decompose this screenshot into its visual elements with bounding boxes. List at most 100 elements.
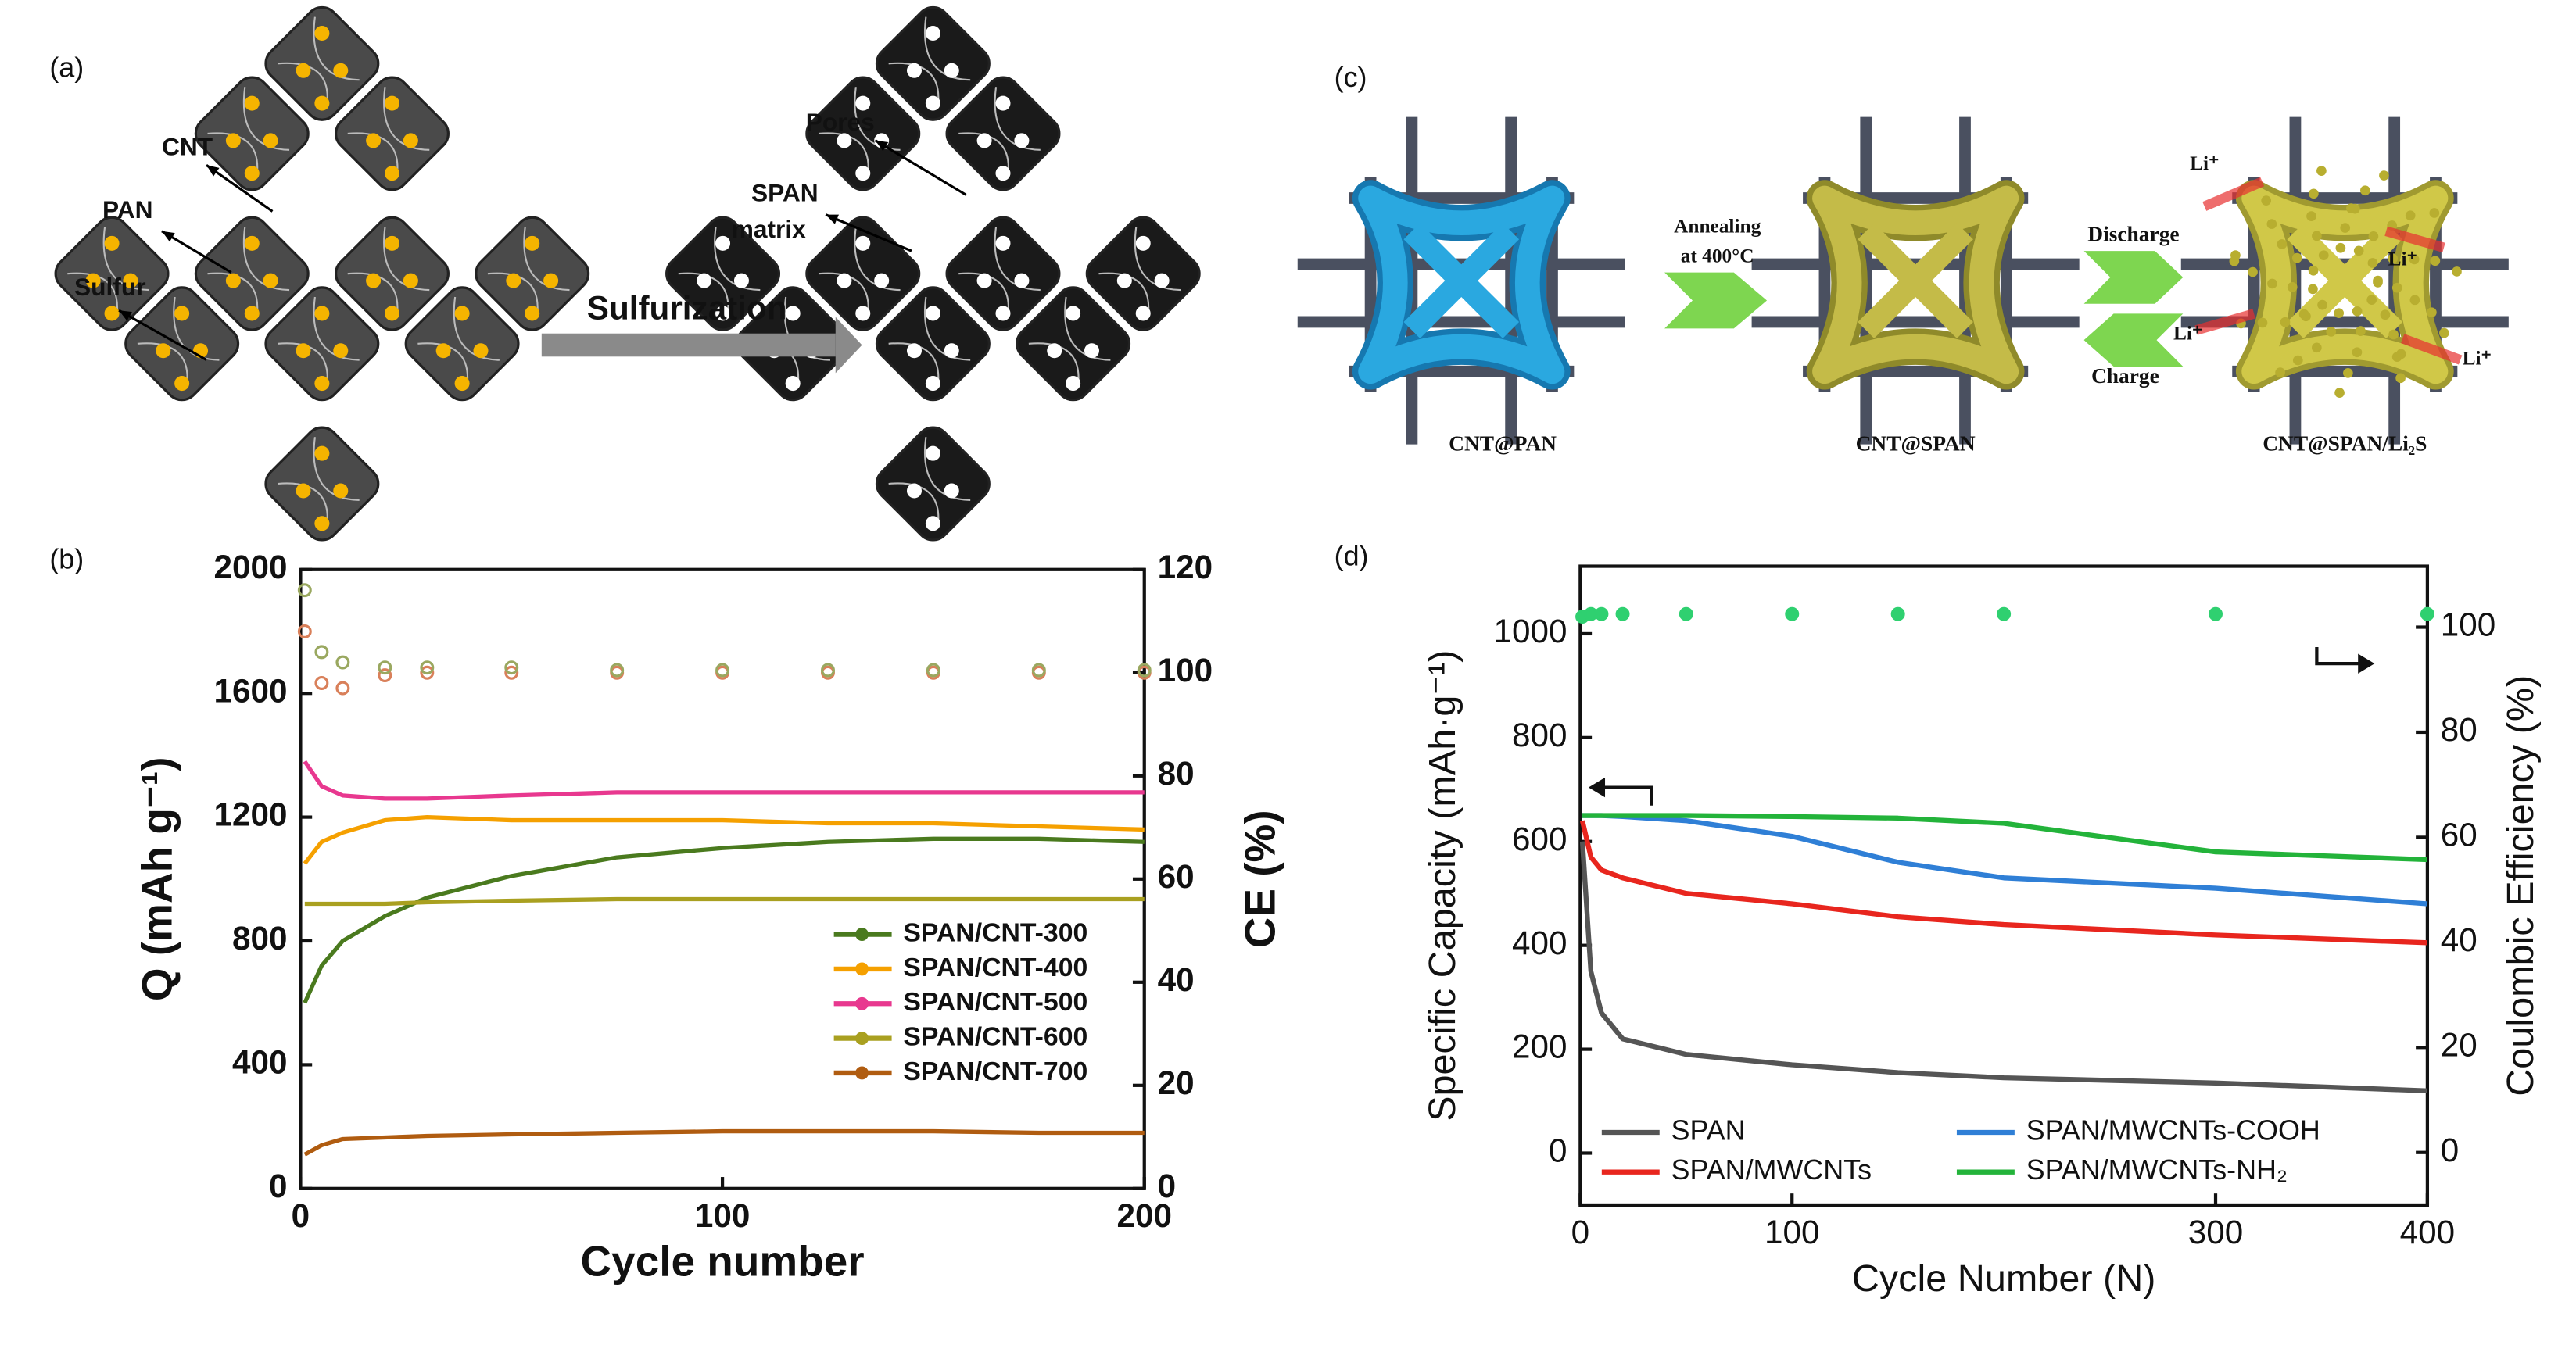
particle [366, 133, 382, 148]
ce-point [504, 660, 519, 675]
label: 400 [2400, 1214, 2455, 1250]
ce-point [1137, 663, 1152, 678]
particle [1066, 306, 1081, 321]
particle [925, 306, 940, 321]
label: CNT@PAN [1449, 432, 1557, 456]
ce-point [1679, 606, 1693, 621]
label: 300 [2188, 1214, 2243, 1250]
particle [525, 235, 540, 251]
particle [473, 343, 489, 359]
particle [976, 273, 992, 288]
particle [855, 95, 871, 111]
deposit [2309, 188, 2319, 199]
ce-point [715, 663, 730, 678]
deposit [2353, 245, 2364, 256]
label: Q (mAh g⁻¹) [132, 756, 181, 1001]
ce-point [1031, 663, 1046, 678]
ce-point [2420, 606, 2434, 621]
particle [785, 306, 801, 321]
deposit [2277, 239, 2288, 249]
label: Annealing [1674, 215, 1761, 237]
ce-point [1594, 606, 1609, 621]
particle [296, 483, 311, 499]
deposit [2326, 327, 2337, 337]
pan-lattice [54, 5, 590, 542]
ce-point [314, 645, 329, 660]
particle [85, 273, 101, 288]
particle [104, 306, 120, 321]
label: 400 [1512, 925, 1567, 961]
particle [435, 343, 451, 359]
particle [1066, 376, 1081, 392]
ce-point [335, 681, 350, 696]
deposit [2312, 231, 2322, 241]
tube [1358, 185, 1565, 384]
deposit [2306, 211, 2316, 221]
ce-point [1615, 606, 1630, 621]
ce-point [335, 655, 350, 670]
particle [314, 95, 330, 111]
label: (a) [49, 52, 84, 83]
ce-point [297, 583, 312, 598]
deposit [2439, 327, 2449, 338]
particle [925, 25, 940, 41]
deposit [2334, 308, 2345, 319]
ce-point [297, 624, 312, 638]
particle [1116, 273, 1132, 288]
particle [944, 483, 959, 499]
li-beam [2384, 226, 2445, 252]
deposit [2391, 352, 2402, 363]
deposit [2409, 254, 2420, 265]
particle [225, 133, 241, 148]
label: 400 [232, 1044, 287, 1081]
deposit [2266, 219, 2277, 229]
deposit [2318, 250, 2329, 261]
particle [333, 343, 349, 359]
deposit [2373, 277, 2383, 288]
particle [244, 166, 260, 181]
deposit [2368, 231, 2379, 241]
label: Specific Capacity (mAh·g⁻¹) [1421, 650, 1464, 1121]
deposit [2335, 242, 2346, 253]
series-line [1582, 813, 2428, 907]
particle [925, 376, 940, 392]
label: SPAN/CNT-400 [903, 953, 1087, 982]
particle [314, 306, 330, 321]
particle [244, 235, 260, 251]
particle [244, 306, 260, 321]
particle [995, 166, 1011, 181]
particle [403, 273, 418, 288]
label: 1000 [1493, 613, 1567, 649]
green-arrow [1664, 272, 1768, 329]
series-line [1579, 820, 2428, 946]
particle [506, 273, 521, 288]
deposit [2379, 170, 2389, 181]
plot-frame [1578, 564, 2430, 1207]
pointer-head [119, 310, 132, 321]
tube [2287, 223, 2403, 338]
pointer [118, 309, 207, 361]
label: 0 [1571, 1214, 1590, 1250]
particle [314, 376, 330, 392]
li-beam [2202, 177, 2265, 211]
deposit [2308, 284, 2318, 295]
label: 60 [2441, 817, 2477, 853]
legend-marker [855, 962, 869, 976]
deposit [2388, 253, 2399, 264]
particle [104, 235, 120, 251]
label: 1600 [214, 672, 288, 709]
particle [785, 376, 801, 392]
label: 0 [2441, 1132, 2460, 1168]
label: 0 [1549, 1132, 1567, 1169]
ce-point [1890, 606, 1905, 621]
particle [697, 273, 712, 288]
deposit [2349, 203, 2360, 214]
deposit [2287, 282, 2298, 292]
label: SPAN/MWCNTs-NH₂ [2026, 1154, 2288, 1186]
particle [837, 133, 852, 148]
label: 80 [2441, 711, 2477, 748]
deposit [2311, 342, 2322, 353]
particle [855, 306, 871, 321]
series-line [303, 814, 1145, 865]
particle [906, 343, 922, 359]
